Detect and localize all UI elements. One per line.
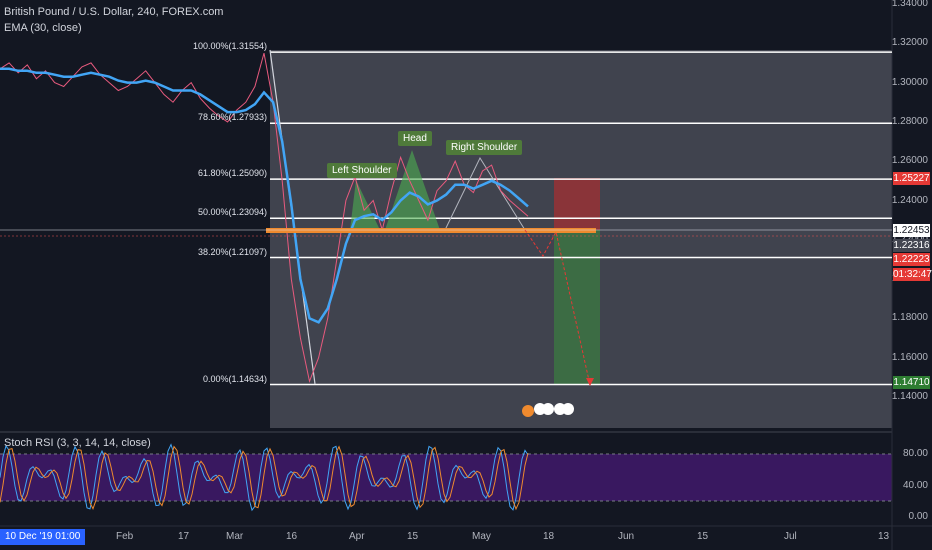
price-badge: 1.25227 bbox=[893, 172, 930, 185]
ema-legend[interactable]: EMA (30, close) bbox=[4, 22, 82, 34]
stoch-tick-label: 40.00 bbox=[902, 480, 928, 491]
price-badge: 1.22316 bbox=[893, 239, 930, 252]
price-tick-label: 1.28000 bbox=[891, 115, 928, 127]
stoch-tick-label: 80.00 bbox=[902, 448, 928, 459]
time-tick-label: 15 bbox=[697, 531, 709, 542]
pattern-label-left-shoulder[interactable]: Left Shoulder bbox=[327, 163, 397, 178]
time-tick-label: Jun bbox=[618, 531, 635, 542]
event-marker-icon[interactable] bbox=[562, 403, 574, 415]
price-tick-label: 1.34000 bbox=[891, 0, 928, 9]
fib-level-label: 38.20%(1.21097) bbox=[197, 246, 267, 257]
projection-path[interactable] bbox=[524, 229, 591, 386]
price-tick-label: 1.18000 bbox=[891, 312, 928, 324]
ema-line bbox=[0, 67, 529, 324]
stoch-legend[interactable]: Stoch RSI (3, 3, 14, 14, close) bbox=[4, 437, 151, 449]
projection-arrow-icon bbox=[586, 378, 594, 386]
price-badge: 1.14710 bbox=[893, 376, 930, 389]
price-tick-label: 1.26000 bbox=[891, 155, 928, 167]
price-badge: 1.22453 bbox=[893, 224, 930, 237]
time-tick-label: Feb bbox=[116, 531, 134, 542]
pattern-label-head[interactable]: Head bbox=[398, 131, 432, 146]
fib-level-label: 50.00%(1.23094) bbox=[197, 207, 267, 218]
price-line bbox=[0, 52, 529, 384]
price-badge: 1.22223 bbox=[893, 253, 930, 266]
time-tick-label: 17 bbox=[178, 531, 190, 542]
target-zone bbox=[554, 230, 600, 384]
date-tooltip: 10 Dec '19 01:00 bbox=[0, 529, 86, 545]
time-tick-label: May bbox=[472, 531, 491, 542]
time-tick-label: Jul bbox=[784, 531, 797, 542]
price-tick-label: 1.16000 bbox=[891, 351, 928, 363]
neckline[interactable] bbox=[266, 228, 596, 233]
event-marker-icon[interactable] bbox=[522, 405, 534, 417]
fib-level-label: 0.00%(1.14634) bbox=[202, 373, 267, 384]
price-badge: 01:32:47 bbox=[893, 268, 932, 281]
head-shape[interactable] bbox=[385, 150, 440, 230]
fib-level-label: 78.60%(1.27933) bbox=[197, 112, 267, 123]
time-tick-label: 18 bbox=[543, 531, 555, 542]
chart-title[interactable]: British Pound / U.S. Dollar, 240, FOREX.… bbox=[4, 6, 224, 18]
time-tick-label: 16 bbox=[286, 531, 298, 542]
time-tick-label: 15 bbox=[407, 531, 419, 542]
stoch-tick-label: 0.00 bbox=[908, 511, 928, 522]
stoch-k-line bbox=[0, 443, 529, 512]
event-marker-icon[interactable] bbox=[542, 403, 554, 415]
fib-level-label: 61.80%(1.25090) bbox=[197, 168, 267, 179]
price-tick-label: 1.30000 bbox=[891, 76, 928, 88]
price-tick-label: 1.32000 bbox=[891, 37, 928, 49]
stoch-d-line bbox=[0, 445, 529, 511]
left-shoulder-shape[interactable] bbox=[350, 180, 380, 230]
price-tick-label: 1.24000 bbox=[891, 194, 928, 206]
stoch-band bbox=[0, 454, 892, 501]
time-tick-label: Mar bbox=[226, 531, 244, 542]
pattern-label-right-shoulder[interactable]: Right Shoulder bbox=[446, 140, 523, 155]
price-tick-label: 1.14000 bbox=[891, 391, 928, 402]
stop-zone bbox=[554, 178, 600, 230]
time-tick-label: Apr bbox=[349, 531, 365, 542]
fib-level-label: 100.00%(1.31554) bbox=[192, 41, 267, 52]
time-tick-label: 13 bbox=[878, 531, 890, 542]
